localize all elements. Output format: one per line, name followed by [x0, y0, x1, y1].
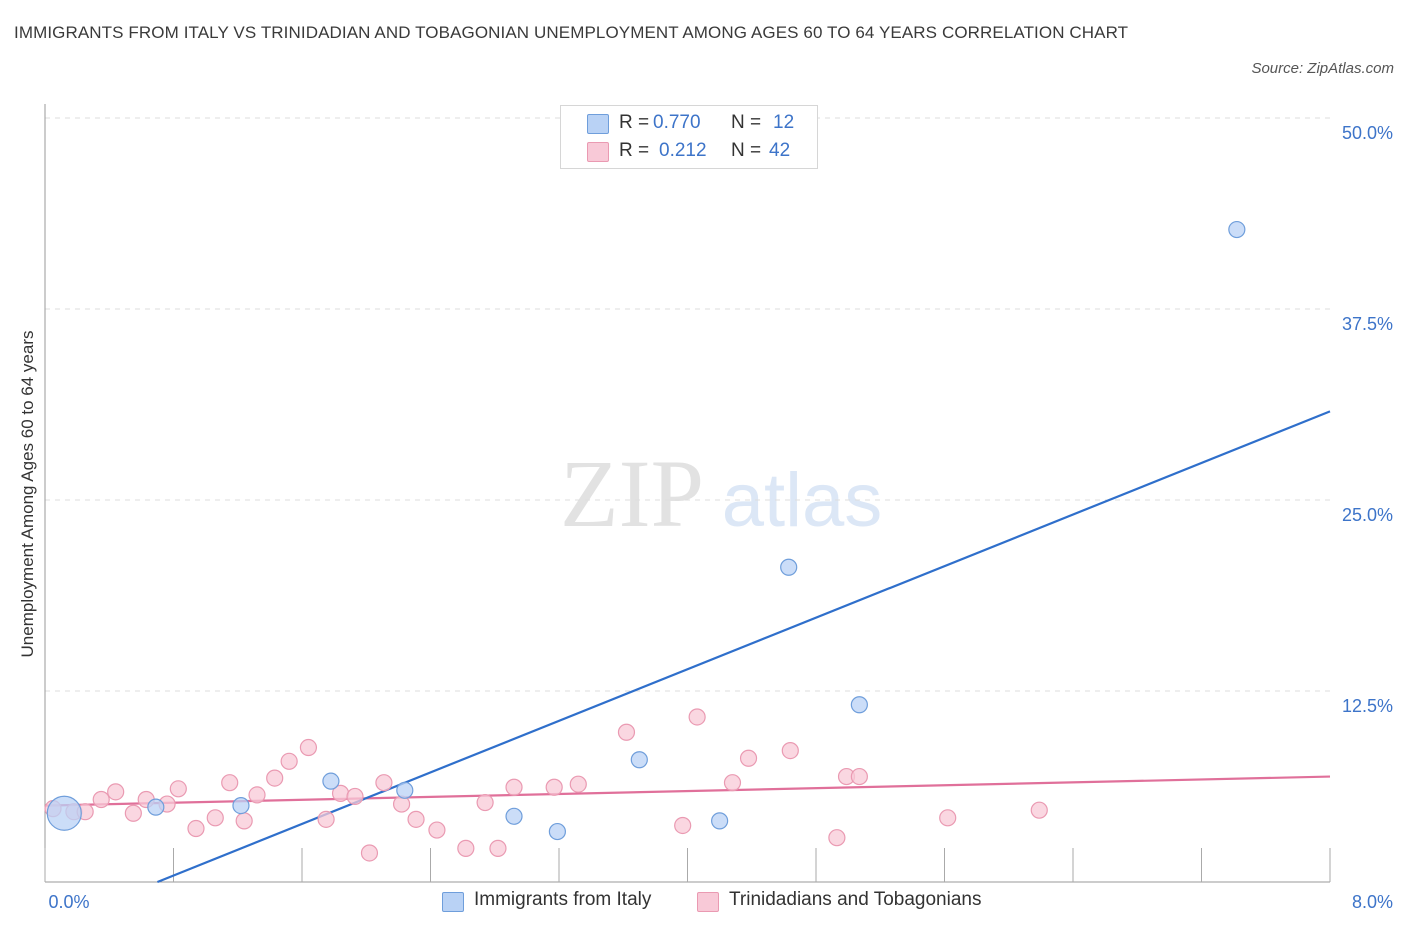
- point-trinidad: [569, 775, 587, 793]
- point-trinidad: [317, 810, 335, 828]
- correlation-legend: R = 0.770 N = 12 R = 0.212 N = 42: [560, 105, 818, 169]
- point-trinidad: [1030, 801, 1048, 819]
- point-trinidad: [346, 787, 364, 806]
- watermark-zip: ZIP: [560, 440, 704, 547]
- x-tick-label: 0.0%: [48, 892, 89, 912]
- point-trinidad: [476, 793, 494, 812]
- point-trinidad: [92, 790, 110, 809]
- gridlines: [45, 117, 1330, 692]
- point-trinidad: [235, 812, 253, 830]
- point-italy: [147, 798, 165, 816]
- point-trinidad: [674, 816, 692, 835]
- legend-label-italy: Immigrants from Italy: [474, 889, 652, 910]
- legend-n-label: N =: [731, 112, 762, 133]
- point-trinidad: [457, 839, 475, 857]
- source-label: Source: ZipAtlas.com: [1251, 60, 1394, 77]
- point-trinidad: [299, 738, 318, 757]
- point-trinidad: [723, 774, 742, 792]
- point-trinidad: [828, 829, 846, 847]
- y-tick-label: 12.5%: [1342, 696, 1393, 716]
- legend-swatch-trinidad: [697, 892, 719, 912]
- point-italy: [850, 696, 868, 714]
- point-italy: [232, 796, 250, 815]
- point-trinidad: [505, 778, 523, 796]
- legend-r-label: R =: [619, 140, 650, 161]
- y-axis-label: Unemployment Among Ages 60 to 64 years: [18, 330, 37, 658]
- point-italy: [780, 558, 798, 576]
- point-trinidad: [850, 767, 868, 786]
- point-trinidad: [489, 839, 507, 857]
- watermark: ZIP atlas: [560, 440, 882, 547]
- point-italy: [322, 772, 340, 790]
- point-trinidad: [617, 723, 636, 741]
- legend-r-label: R =: [619, 112, 650, 133]
- point-trinidad: [428, 821, 446, 839]
- point-trinidad: [124, 804, 142, 822]
- axes: [44, 104, 1331, 883]
- y-tick-label: 50.0%: [1342, 123, 1393, 143]
- point-trinidad: [169, 780, 187, 798]
- chart-title: IMMIGRANTS FROM ITALY VS TRINIDADIAN AND…: [14, 23, 1129, 42]
- y-tick-label: 25.0%: [1342, 505, 1393, 525]
- point-trinidad: [739, 749, 758, 767]
- legend-swatch-italy: [442, 892, 464, 912]
- legend-n-label: N =: [731, 140, 762, 161]
- point-trinidad: [407, 810, 425, 828]
- legend-swatch-italy: [587, 114, 609, 134]
- point-trinidad: [248, 786, 266, 804]
- point-italy: [396, 781, 414, 799]
- point-italy: [711, 812, 729, 830]
- point-trinidad: [187, 819, 205, 838]
- legend-swatch-trinidad: [587, 142, 609, 162]
- y-tick-label: 37.5%: [1342, 314, 1393, 334]
- legend-r-value: 0.770: [653, 112, 701, 133]
- point-italy: [630, 751, 648, 769]
- x-tick-label: 8.0%: [1352, 892, 1393, 912]
- data-points: [44, 220, 1246, 862]
- point-trinidad: [107, 783, 125, 801]
- legend-n-value: 42: [769, 140, 791, 161]
- point-trinidad: [280, 752, 298, 770]
- legend-r-value: 0.212: [659, 140, 707, 161]
- point-trinidad: [221, 774, 239, 792]
- point-italy: [548, 822, 566, 841]
- point-italy: [1228, 220, 1246, 239]
- point-trinidad: [545, 778, 563, 796]
- point-trinidad: [360, 844, 379, 862]
- point-italy: [505, 807, 523, 825]
- point-trinidad: [939, 809, 957, 827]
- point-trinidad: [688, 708, 706, 726]
- legend-label-trinidad: Trinidadians and Tobagonians: [729, 889, 982, 910]
- point-trinidad: [206, 809, 224, 827]
- tick-labels: 12.5% 25.0% 37.5% 50.0% 0.0% 8.0%: [48, 123, 1393, 912]
- point-trinidad: [781, 741, 799, 760]
- point-trinidad: [266, 769, 284, 787]
- point-trinidad: [375, 774, 393, 792]
- point-italy: [46, 795, 82, 831]
- legend-n-value: 12: [773, 112, 795, 133]
